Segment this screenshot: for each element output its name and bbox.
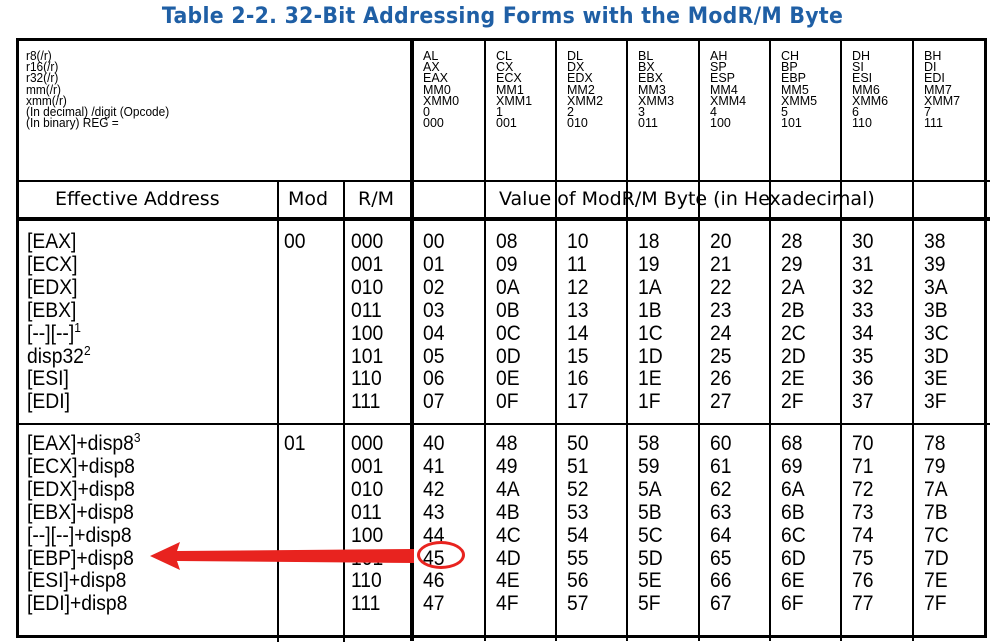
modrm-byte-column: 18 19 1A 1B 1C 1D 1E 1F — [638, 230, 663, 414]
register-column-header: CH BP EBP MM5 XMM5 5 101 — [781, 49, 818, 131]
header-value: Value of ModR/M Byte (in Hexadecimal) — [499, 188, 875, 210]
effective-address: [EBX]+disp8 — [27, 500, 134, 524]
effective-address-list: [EAX]+disp83 [ECX]+disp8 [EDX]+disp8 [EBX]+… — [27, 430, 141, 616]
mod-value: 01 — [284, 432, 306, 455]
register-label-block: r8(/r) r16(/r) r32(/r) mm(/r) xmm(/r) (I… — [26, 49, 170, 131]
footnote-marker: 2 — [83, 342, 91, 358]
effective-address: [EDI] — [27, 390, 70, 414]
modrm-byte-column: 00 01 02 03 04 05 06 07 — [423, 230, 445, 414]
effective-address-list: [EAX] [ECX] [EDX] [EBX] [--][--]1 disp322 [ESI… — [27, 230, 91, 414]
modrm-byte-column: 78 79 7A 7B 7C 7D 7E 7F — [924, 432, 949, 616]
modrm-byte-column: 58 59 5A 5B 5C 5D 5E 5F — [638, 432, 663, 616]
modrm-table: r8(/r) r16(/r) r32(/r) mm(/r) xmm(/r) (I… — [16, 38, 990, 642]
footnote-marker: 3 — [133, 430, 141, 445]
register-column-header: BH DI EDI MM7 XMM7 7 111 — [924, 49, 961, 131]
modrm-byte-column: 70 71 72 73 74 75 76 77 — [852, 432, 874, 616]
effective-address: [EBP]+disp8 — [27, 546, 134, 570]
modrm-byte-column: 10 11 12 13 14 15 16 17 — [567, 230, 589, 414]
divider-line — [769, 41, 771, 641]
header-effective-address: Effective Address — [55, 188, 220, 210]
modrm-byte-column: 60 61 62 63 64 65 66 67 — [710, 432, 732, 616]
effective-address: [ESI]+disp8 — [27, 569, 127, 593]
register-column-header: AH SP ESP MM4 XMM4 4 100 — [710, 49, 747, 131]
annotation-circle — [417, 541, 465, 569]
effective-address: [EAX] — [27, 230, 77, 253]
modrm-byte-column: 08 09 0A 0B 0C 0D 0E 0F — [496, 230, 521, 414]
divider-line — [555, 41, 557, 641]
register-column-header: AL AX EAX MM0 XMM0 0 000 — [423, 49, 460, 131]
divider-line — [840, 41, 842, 641]
modrm-byte-column: 40 41 42 43 44 45 46 47 — [423, 432, 445, 616]
effective-address: [ESI] — [27, 367, 69, 391]
effective-address: disp322 — [27, 342, 91, 368]
register-column-header: DL DX EDX MM2 XMM2 2 010 — [567, 49, 604, 131]
modrm-byte-column: 38 39 3A 3B 3C 3D 3E 3F — [924, 230, 949, 414]
divider-line — [19, 423, 990, 425]
register-column-header: DH SI ESI MM6 XMM6 6 110 — [852, 49, 889, 131]
rm-values: 000 001 010 011 100 101 110 111 — [351, 230, 384, 414]
divider-line — [19, 217, 990, 221]
header-mod: Mod — [288, 188, 329, 210]
effective-address: [ECX] — [27, 252, 78, 276]
divider-line — [19, 180, 990, 182]
modrm-byte-column: 68 69 6A 6B 6C 6D 6E 6F — [781, 432, 806, 616]
footnote-marker: 1 — [74, 319, 81, 335]
divider-line — [410, 41, 414, 641]
effective-address: [--][--]1 — [27, 319, 81, 345]
effective-address: [EDX]+disp8 — [27, 477, 135, 501]
divider-line — [698, 41, 700, 641]
divider-line — [912, 41, 914, 641]
modrm-byte-column: 30 31 32 33 34 35 36 37 — [852, 230, 874, 414]
effective-address: [EAX]+disp83 — [27, 430, 141, 455]
mod-value: 00 — [284, 230, 306, 253]
effective-address: [EBX] — [27, 298, 77, 322]
register-column-header: BL BX EBX MM3 XMM3 3 011 — [638, 49, 675, 131]
divider-line — [277, 182, 279, 642]
divider-line — [626, 41, 628, 641]
effective-address: [EDX] — [27, 275, 78, 299]
modrm-byte-column: 28 29 2A 2B 2C 2D 2E 2F — [781, 230, 806, 414]
effective-address: [EDI]+disp8 — [27, 592, 128, 616]
register-column-header: CL CX ECX MM1 XMM1 1 001 — [496, 49, 533, 131]
divider-line — [484, 41, 486, 641]
header-rm: R/M — [358, 188, 394, 210]
rm-values: 000 001 010 011 100 101 110 111 — [351, 432, 384, 616]
table-title: Table 2-2. 32-Bit Addressing Forms with … — [161, 4, 844, 29]
effective-address: [ECX]+disp8 — [27, 454, 135, 478]
modrm-byte-column: 20 21 22 23 24 25 26 27 — [710, 230, 732, 414]
modrm-byte-column: 50 51 52 53 54 55 56 57 — [567, 432, 589, 616]
modrm-byte-column: 48 49 4A 4B 4C 4D 4E 4F — [496, 432, 521, 616]
annotation-arrow — [150, 542, 414, 570]
divider-line — [343, 182, 345, 642]
effective-address: [--][--]+disp8 — [27, 523, 132, 547]
